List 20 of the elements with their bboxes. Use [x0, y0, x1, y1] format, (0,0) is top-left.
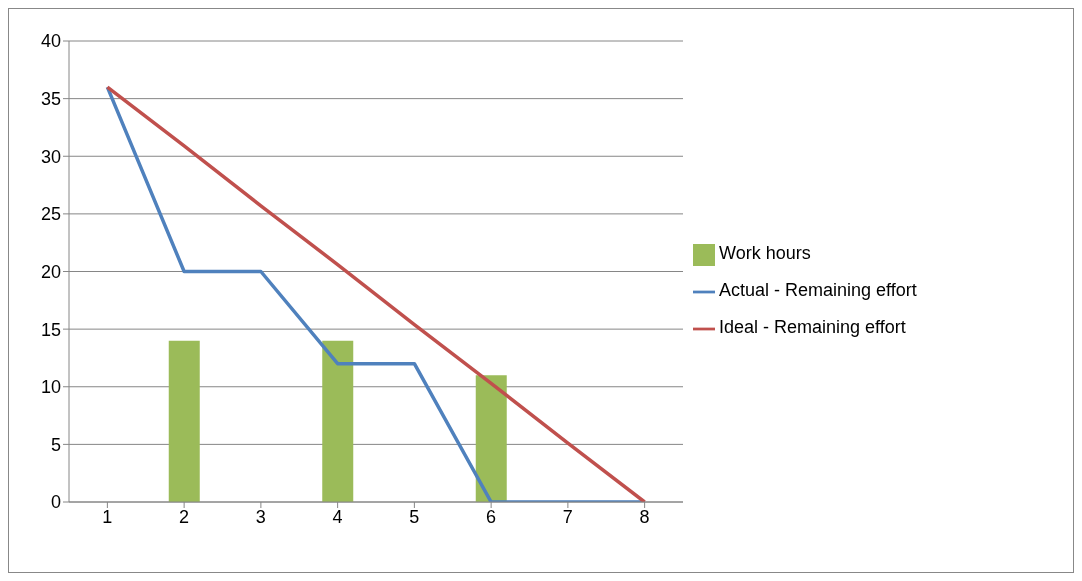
legend-label: Work hours [719, 243, 811, 263]
x-tick-label: 1 [102, 506, 113, 527]
x-tick-label: 7 [562, 506, 573, 527]
legend-label: Actual - Remaining effort [719, 280, 917, 300]
x-tick-label: 2 [179, 506, 190, 527]
x-tick-label: 6 [486, 506, 497, 527]
y-tick-label: 40 [40, 31, 61, 52]
y-tick-label: 20 [40, 261, 61, 282]
legend-label: Ideal - Remaining effort [719, 317, 906, 337]
x-tick-label: 4 [332, 506, 343, 527]
x-tick-label: 5 [409, 506, 420, 527]
y-tick-label: 0 [50, 492, 61, 513]
x-tick-label: 8 [639, 506, 650, 527]
y-tick-label: 5 [50, 434, 61, 455]
y-tick-label: 15 [40, 319, 61, 340]
y-tick-label: 35 [40, 89, 61, 110]
x-tick-label: 3 [255, 506, 266, 527]
y-tick-label: 25 [40, 204, 61, 225]
y-tick-label: 30 [40, 146, 61, 167]
y-tick-label: 10 [40, 377, 61, 398]
